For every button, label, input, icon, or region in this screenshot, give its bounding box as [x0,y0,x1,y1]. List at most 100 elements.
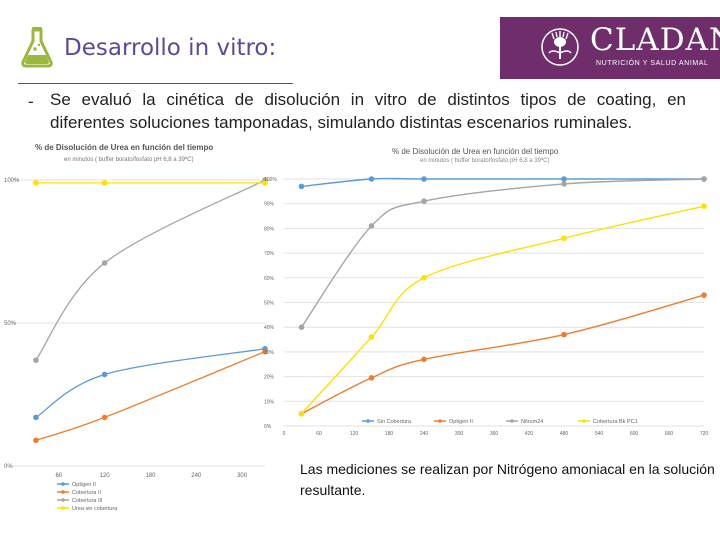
y-tick-label: 10% [264,399,275,405]
data-point [298,183,305,190]
data-point [701,203,707,209]
legend-label: Optigen II [449,419,473,425]
data-point [33,414,39,421]
y-tick-label: 50% [4,321,17,327]
measurement-note: Las mediciones se realizan por Nitrógeno… [300,461,715,498]
y-tick-label: 30% [264,350,275,356]
right-chart-title: % de Disolución de Urea en función del t… [392,147,559,156]
data-point [101,260,108,266]
legend-label: Cobertura Bk PC1 [593,419,638,425]
series-line [35,348,266,418]
y-tick-label: 50% [264,301,275,307]
y-tick-label: 0% [4,464,13,470]
data-point [298,324,305,330]
y-tick-label: 70% [264,251,275,257]
data-point [368,334,375,340]
legend-marker [582,419,586,423]
data-point [101,414,108,421]
data-point [368,375,375,381]
data-point [421,198,427,205]
legend-label: Cobertura II [72,490,102,496]
x-tick-label: 120 [100,473,111,479]
legend-marker [61,506,65,510]
right-chart: 0% 10% 20% 30% 40% 50% 60% 70% 80% 90% 100% 0 60 120 1… [264,176,709,437]
legend-label: Nitrum24 [521,419,543,425]
series-line [301,177,704,188]
legend-marker [61,498,65,502]
x-tick-label: 360 [490,431,499,437]
title-underline [18,83,293,84]
bullet-marker: - [28,92,34,111]
data-point [421,176,427,182]
y-tick-label: 80% [264,226,275,232]
legend-marker [61,482,65,486]
data-point [561,181,567,187]
data-point [298,410,305,417]
legend-label: Optigen II [72,482,96,488]
x-tick-label: 480 [560,431,569,437]
x-tick-label: 600 [630,431,639,437]
x-tick-label: 240 [420,431,429,437]
x-tick-label: 60 [55,473,62,479]
data-point [701,176,707,182]
data-point [262,180,268,186]
y-tick-label: 100% [264,177,277,183]
x-tick-label: 240 [191,473,202,479]
series-line [35,179,266,361]
data-point [33,357,39,363]
data-point [101,371,108,378]
y-tick-label: 90% [264,202,275,208]
x-tick-label: 420 [525,431,534,437]
legend-marker [510,419,514,423]
x-tick-label: 300 [455,431,464,437]
series-line [300,178,705,328]
data-point [421,275,427,281]
data-point [701,292,707,298]
data-point [368,223,375,229]
legend-label: Cobertura III [72,498,103,504]
x-tick-label: 540 [595,431,604,437]
x-tick-label: 60 [316,431,322,437]
thistle-logo-icon [541,28,579,66]
data-point [561,331,567,338]
x-tick-label: 0 [283,431,286,437]
data-point [101,180,108,186]
data-point [368,176,375,182]
data-point [561,176,567,182]
y-tick-label: 40% [264,325,275,331]
data-point [33,437,39,444]
x-tick-label: 180 [385,431,394,437]
flask-icon [21,27,53,68]
data-point [33,180,39,186]
legend-marker [438,419,442,423]
series-line [35,350,266,441]
series-line [300,205,705,415]
y-tick-label: 0% [264,424,272,430]
data-point [561,235,567,242]
x-tick-label: 300 [237,473,248,479]
x-tick-label: 180 [145,473,156,479]
data-point [262,348,268,355]
brand-tagline: NUTRICIÓN Y SALUD ANIMAL [596,60,709,67]
y-tick-label: 20% [264,375,275,381]
left-chart: 0% 50% 100% 60 120 180 240 300 Optigen II Cobertu… [4,177,268,512]
legend-label: Sin Cobertura [377,419,412,425]
series-line [301,294,705,415]
legend-label: Urea sin cobertura [72,506,118,512]
y-tick-label: 100% [4,178,20,184]
legend-marker [366,419,370,423]
y-tick-label: 60% [264,276,275,282]
x-tick-label: 720 [700,431,709,437]
data-point [421,356,427,363]
right-chart-subtitle: en minutos ( buffer borato/fosfato pH 6,… [420,158,550,164]
left-chart-title: % de Disolución de Urea en función del t… [35,143,214,152]
left-chart-subtitle: en minutos ( buffer borato/fosfato pH 6,… [64,157,194,163]
page-title: Desarrollo in vitro: [64,35,277,61]
x-tick-label: 120 [350,431,359,437]
legend-marker [61,490,65,494]
brand-banner [500,17,720,79]
x-tick-label: 660 [665,431,674,437]
bullet-text: Se evaluó la cinética de disolución in v… [50,90,686,132]
